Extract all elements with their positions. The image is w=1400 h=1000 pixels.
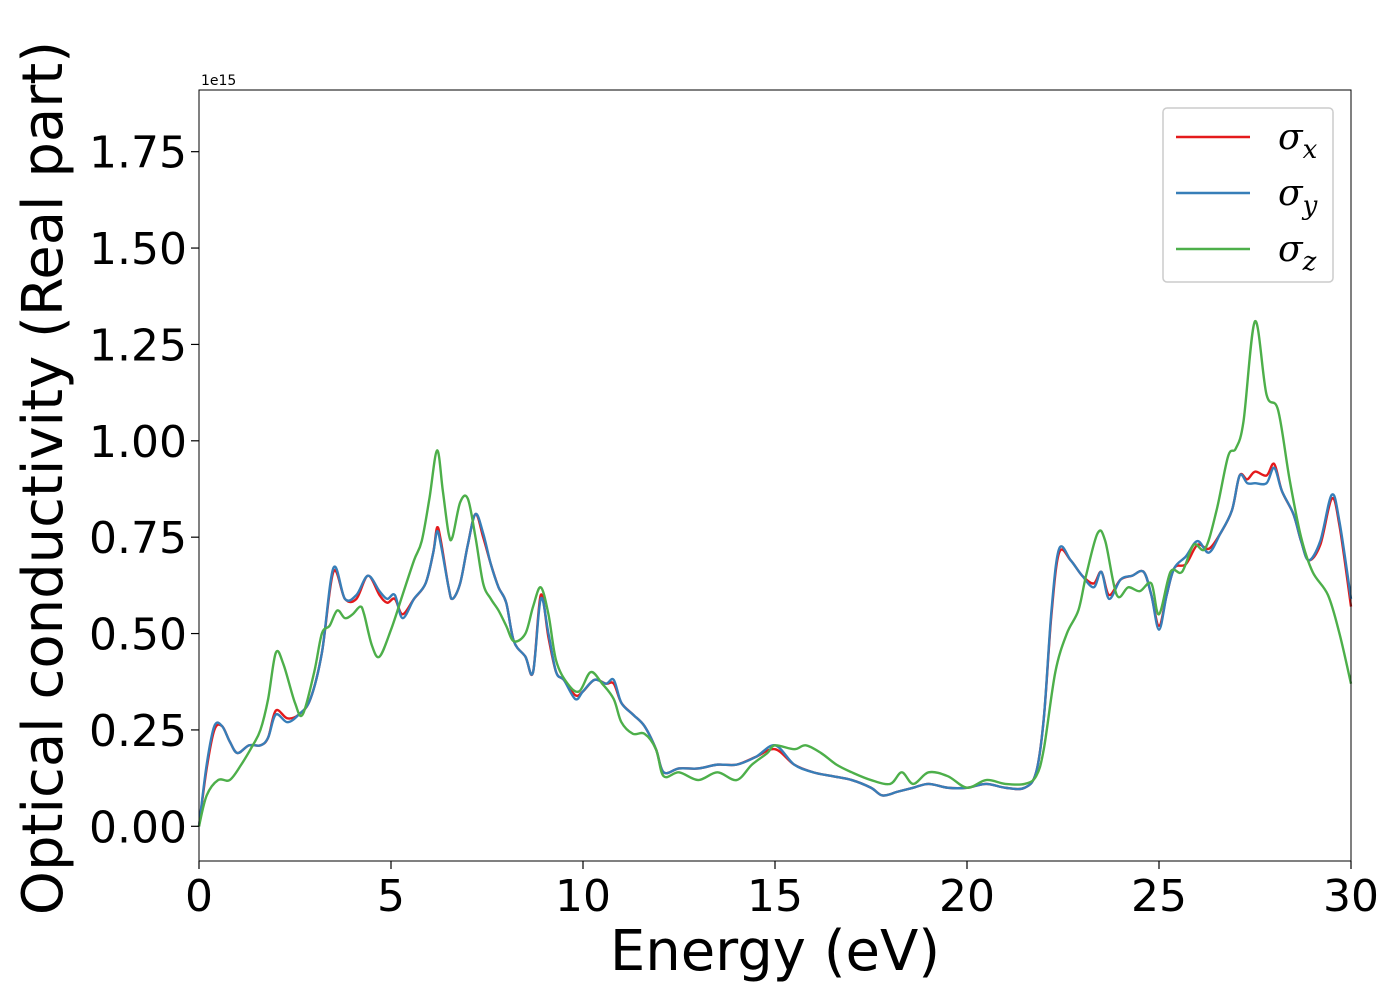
legend-box <box>1162 107 1334 283</box>
y-tick-label: 0.00 <box>89 802 187 853</box>
y-tick-label: 0.50 <box>89 610 187 661</box>
plot-area <box>199 90 1351 861</box>
y-tick-label: 1.25 <box>89 320 187 371</box>
y-offset-label: 1e15 <box>201 73 236 89</box>
x-axis: 0 5 10 15 20 25 30 <box>185 861 1379 922</box>
legend: σx σy σz <box>1162 107 1334 283</box>
x-tick-label: 30 <box>1323 871 1379 922</box>
x-tick-label: 15 <box>747 871 803 922</box>
y-tick-label: 1.75 <box>89 128 187 179</box>
y-axis: 0.00 0.25 0.50 0.75 1.00 1.25 1.50 1.75 <box>89 128 199 853</box>
x-tick-label: 25 <box>1131 871 1187 922</box>
series-line-y <box>197 466 1353 827</box>
legend-label-z: σz <box>1278 229 1317 277</box>
x-axis-label: Energy (eV) <box>610 919 940 984</box>
y-tick-label: 1.00 <box>89 417 187 468</box>
x-tick-label: 10 <box>555 871 611 922</box>
x-tick-label: 0 <box>185 871 213 922</box>
y-tick-label: 1.50 <box>89 224 187 275</box>
series-line-z <box>197 320 1353 827</box>
x-tick-label: 20 <box>939 871 995 922</box>
legend-label-y: σy <box>1278 173 1318 221</box>
y-axis-label: Optical conductivity (Real part) <box>11 41 76 915</box>
y-tick-label: 0.75 <box>89 513 187 564</box>
x-tick-label: 5 <box>377 871 405 922</box>
series-layer <box>197 320 1353 827</box>
legend-label-x: σx <box>1278 117 1318 165</box>
y-tick-label: 0.25 <box>89 706 187 757</box>
